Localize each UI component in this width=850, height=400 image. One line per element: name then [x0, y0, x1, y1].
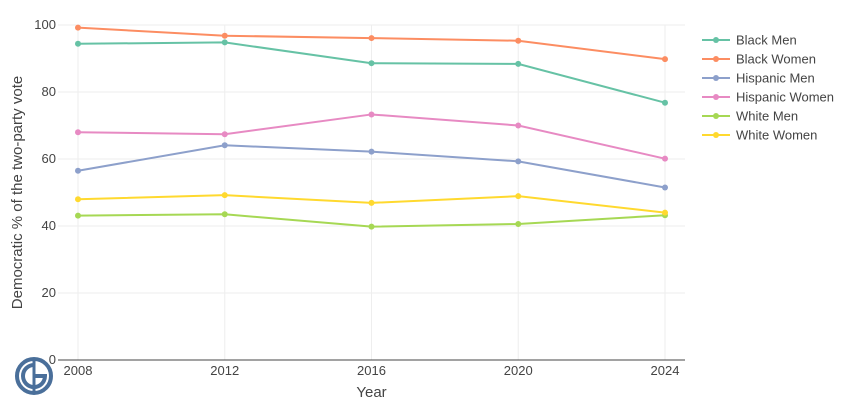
legend-item-hispanic-women[interactable]: Hispanic Women: [702, 90, 834, 105]
x-tick-label: 2016: [357, 363, 386, 378]
y-axis-title: Democratic % of the two-party vote: [9, 76, 26, 309]
x-tick-label: 2024: [651, 363, 680, 378]
data-point-black-women[interactable]: [221, 32, 228, 39]
data-point-hispanic-men[interactable]: [221, 142, 228, 149]
legend-item-hispanic-men[interactable]: Hispanic Men: [702, 71, 815, 86]
data-point-white-women[interactable]: [368, 199, 375, 206]
y-tick-label: 80: [42, 84, 56, 99]
data-point-hispanic-women[interactable]: [515, 122, 522, 129]
data-point-hispanic-men[interactable]: [515, 158, 522, 165]
data-point-black-men[interactable]: [75, 40, 81, 47]
legend-swatch-marker: [713, 113, 719, 119]
data-point-white-men[interactable]: [75, 212, 81, 219]
y-tick-label: 60: [42, 151, 56, 166]
legend-swatch-marker: [713, 56, 719, 62]
legend-label: White Women: [736, 128, 817, 143]
data-point-black-women[interactable]: [75, 24, 81, 31]
axes: 0 20 40 60 80 100 2008 2012 2016 2020 2024 Year D…: [9, 17, 685, 400]
y-tick-label: 40: [42, 218, 56, 233]
y-tick-label: 0: [49, 352, 56, 367]
legend-item-white-women[interactable]: White Women: [702, 128, 817, 143]
y-tick-labels: 0 20 40 60 80 100: [34, 17, 56, 367]
grid: [58, 24, 685, 360]
legend-label: Black Women: [736, 52, 816, 67]
data-point-black-women[interactable]: [515, 37, 522, 44]
series-black-women: [75, 24, 668, 63]
legend-swatch-marker: [713, 37, 719, 43]
data-point-white-women[interactable]: [515, 193, 522, 200]
data-point-black-women[interactable]: [368, 35, 375, 42]
legend-label: Black Men: [736, 33, 797, 48]
legend-item-white-men[interactable]: White Men: [702, 109, 798, 124]
legend[interactable]: Black Men Black Women Hispanic Men Hispanic…: [702, 33, 834, 143]
data-point-hispanic-men[interactable]: [662, 184, 668, 191]
data-point-black-men[interactable]: [515, 60, 522, 67]
data-point-black-men[interactable]: [221, 39, 228, 46]
series-white-women: [75, 192, 668, 216]
data-point-hispanic-men[interactable]: [368, 148, 375, 155]
data-point-hispanic-women[interactable]: [221, 131, 228, 138]
legend-swatch-marker: [713, 94, 719, 100]
data-point-white-women[interactable]: [662, 209, 668, 216]
y-tick-label: 100: [34, 17, 56, 32]
series-group: [75, 24, 668, 230]
series-hispanic-men: [75, 142, 668, 191]
legend-swatch-marker: [713, 75, 719, 81]
data-point-white-women[interactable]: [221, 192, 228, 199]
data-point-black-men[interactable]: [368, 60, 375, 67]
x-axis-title: Year: [356, 384, 386, 400]
series-hispanic-women: [75, 111, 668, 162]
series-black-men: [75, 39, 668, 106]
x-tick-labels: 2008 2012 2016 2020 2024: [64, 363, 680, 378]
legend-swatch-marker: [713, 132, 719, 138]
data-point-black-women[interactable]: [662, 56, 668, 63]
x-tick-label: 2008: [64, 363, 93, 378]
legend-label: Hispanic Women: [736, 90, 834, 105]
circular-logo-icon: [15, 357, 53, 395]
data-point-black-men[interactable]: [662, 99, 668, 106]
data-point-hispanic-women[interactable]: [368, 111, 375, 118]
data-point-hispanic-men[interactable]: [75, 167, 81, 174]
legend-item-black-men[interactable]: Black Men: [702, 33, 797, 48]
x-tick-label: 2020: [504, 363, 533, 378]
y-tick-label: 20: [42, 285, 56, 300]
x-tick-label: 2012: [210, 363, 239, 378]
series-white-men: [75, 211, 668, 230]
data-point-hispanic-women[interactable]: [662, 155, 668, 162]
data-point-white-men[interactable]: [515, 220, 522, 227]
data-point-white-women[interactable]: [75, 196, 81, 203]
legend-item-black-women[interactable]: Black Women: [702, 52, 816, 67]
data-point-white-men[interactable]: [368, 223, 375, 230]
legend-label: Hispanic Men: [736, 71, 815, 86]
legend-label: White Men: [736, 109, 798, 124]
data-point-white-men[interactable]: [221, 211, 228, 218]
data-point-hispanic-women[interactable]: [75, 129, 81, 136]
